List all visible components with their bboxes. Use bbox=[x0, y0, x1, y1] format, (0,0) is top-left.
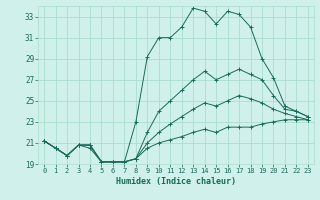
X-axis label: Humidex (Indice chaleur): Humidex (Indice chaleur) bbox=[116, 177, 236, 186]
